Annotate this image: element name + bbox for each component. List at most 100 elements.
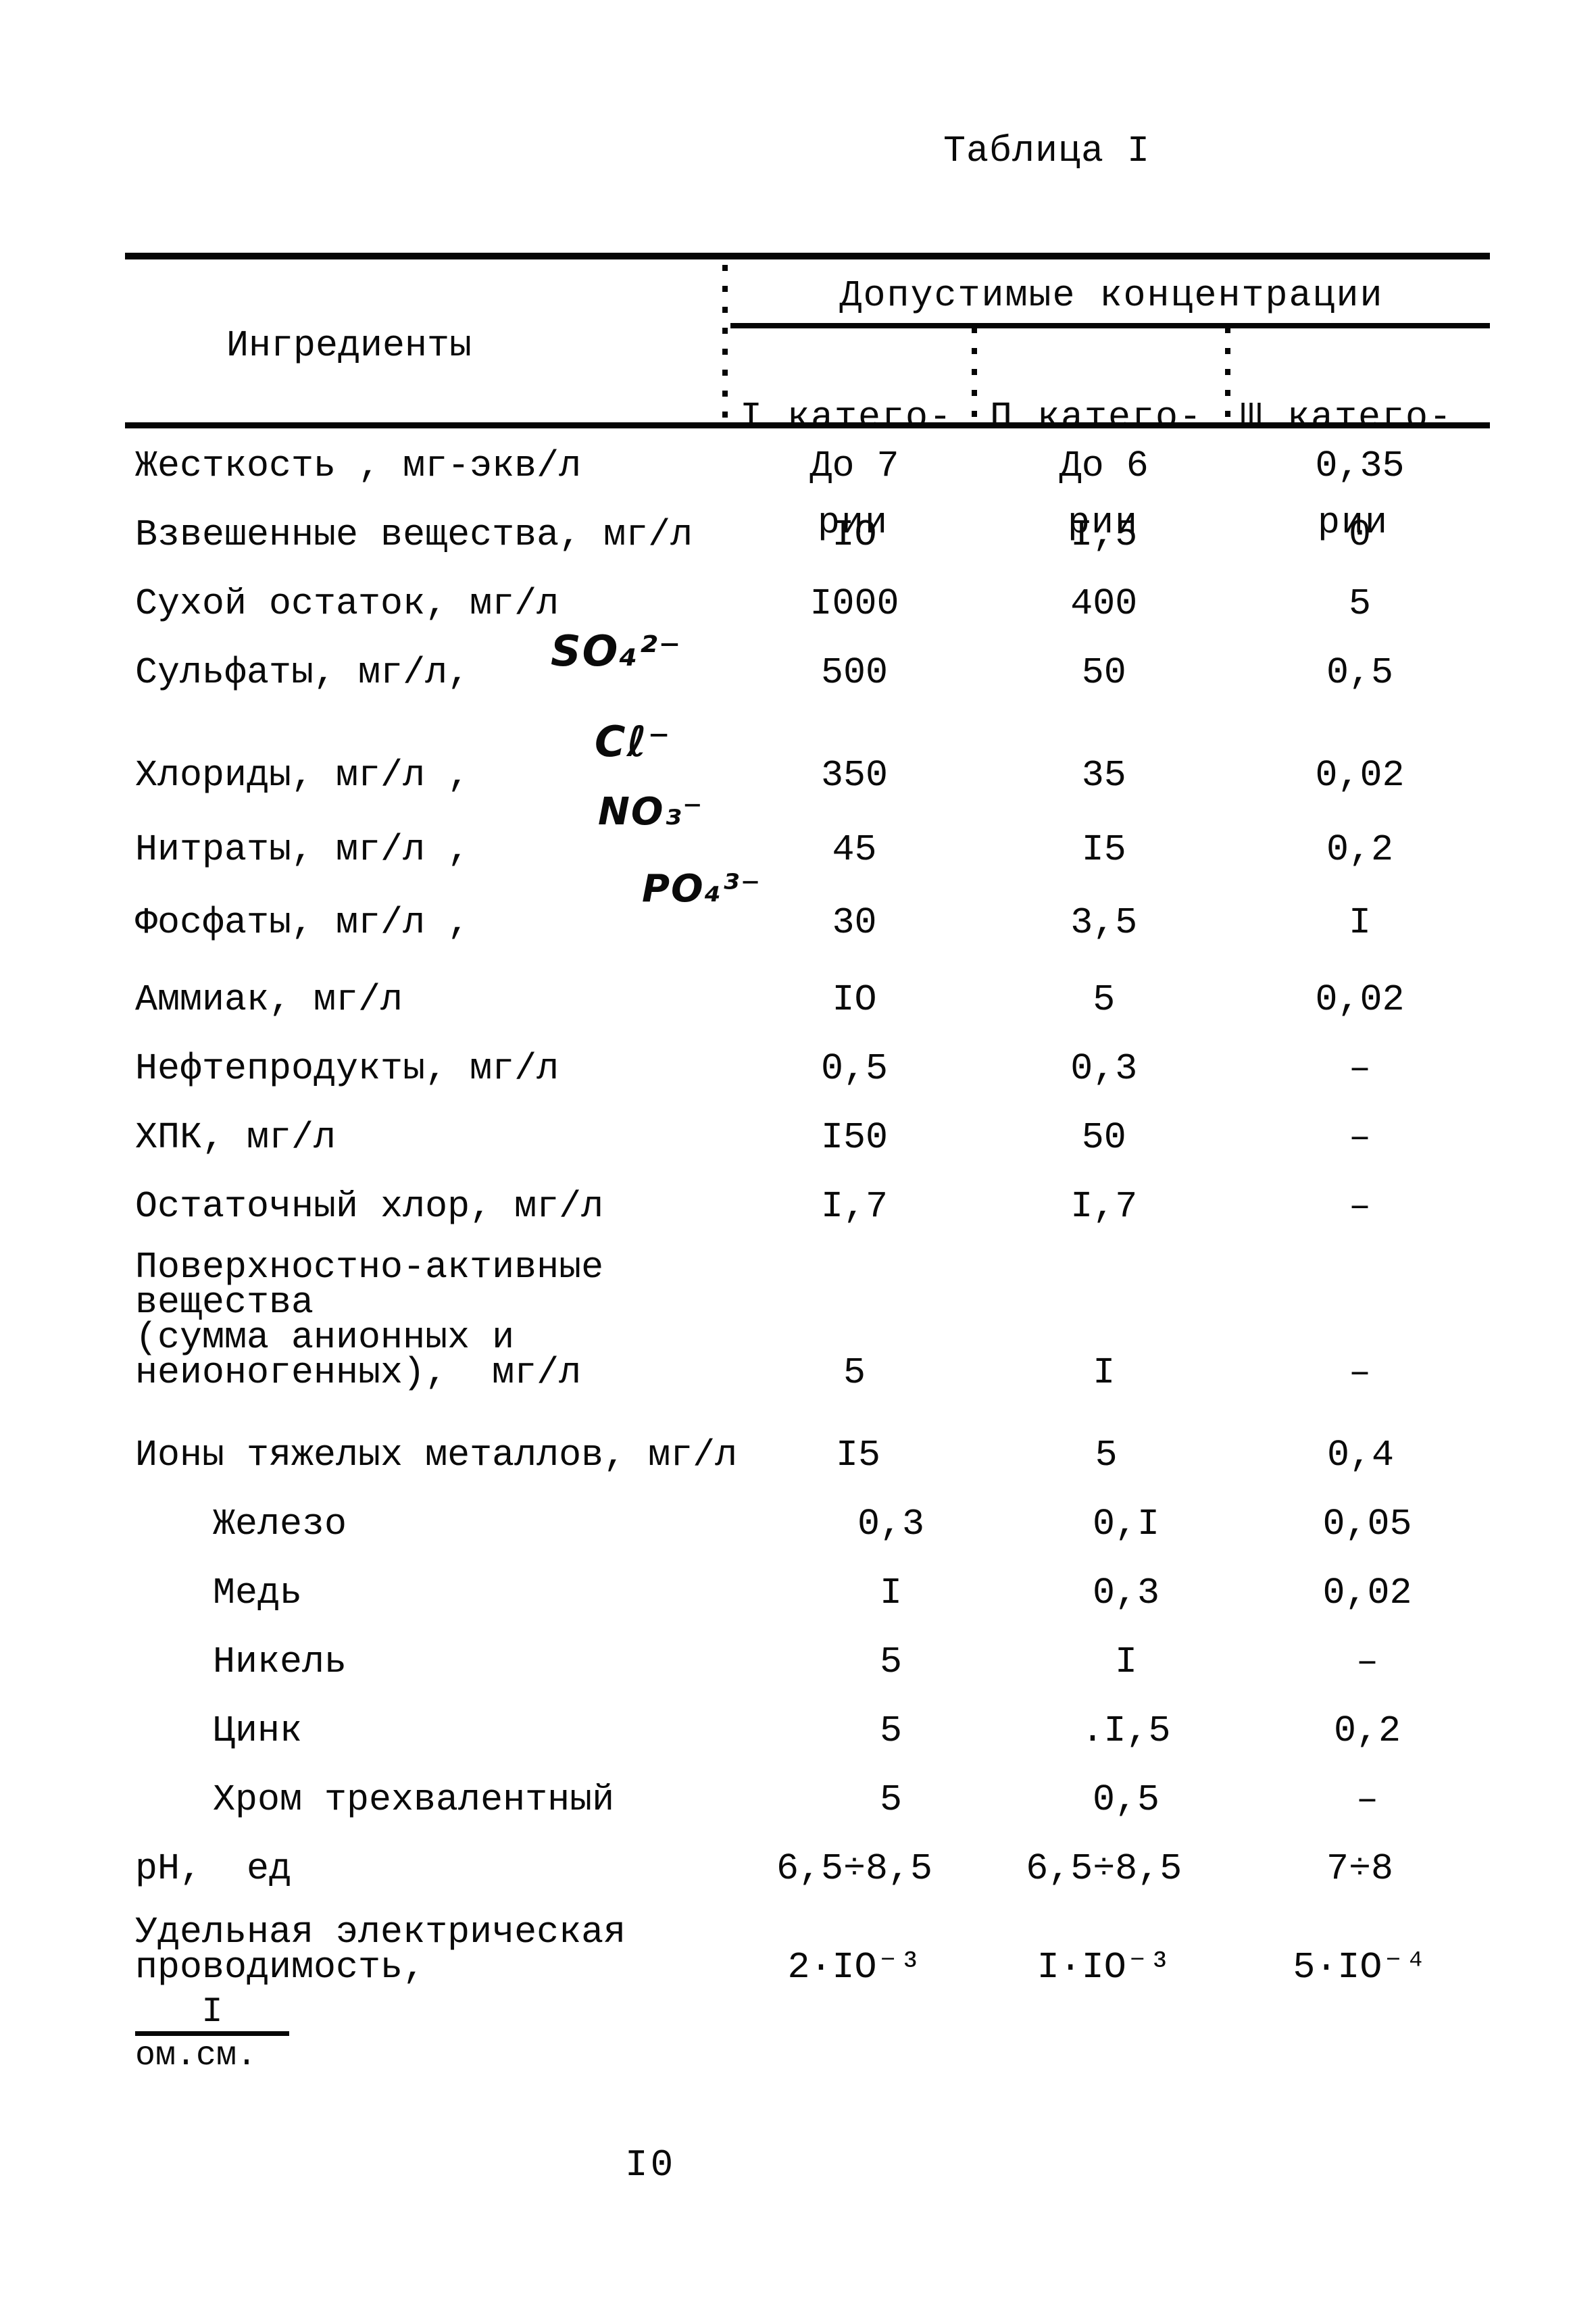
value-category-3: –	[1355, 1778, 1378, 1821]
ingredient-label: Цинк	[125, 1710, 774, 1752]
value-category-3: –	[1348, 1116, 1371, 1159]
value-category-3: 0,2	[1333, 1710, 1401, 1752]
fraction-denominator: ом.см.	[135, 2037, 257, 2075]
value-category-1: I000	[809, 582, 899, 625]
value-category-3: 0,05	[1322, 1503, 1412, 1545]
ingredient-label-line: неионогенных), мг/л	[135, 1351, 582, 1394]
value-category-1: 5	[879, 1778, 902, 1821]
value-category-3: –	[1348, 1351, 1371, 1394]
value-category-2: 3,5	[1070, 901, 1138, 944]
value-category-2: 0,I	[1093, 1503, 1160, 1545]
page-number: I0	[625, 2143, 676, 2187]
value-category-1: IO	[832, 514, 877, 556]
value-category-1: 30	[832, 901, 877, 944]
ingredient-label-line: Аммиак, мг/л	[135, 978, 403, 1021]
category-2-header-line1: П катего-	[990, 396, 1203, 439]
ingredient-label: Хром трехвалентный	[125, 1778, 774, 1821]
fraction-bar	[135, 2031, 289, 2036]
table-row: Железо 0,3 0,I 0,05	[125, 1503, 1490, 1545]
category-3-header-line2: рии	[1318, 501, 1389, 544]
value-category-1: 5	[843, 1351, 866, 1394]
value-category-1: 500	[821, 651, 889, 694]
handwritten-chemical-formula: NO₃⁻	[598, 790, 704, 834]
value-category-2: 0,5	[1093, 1778, 1160, 1821]
dotted-column-divider-2	[972, 327, 977, 428]
ingredient-label-line: Сульфаты, мг/л,	[135, 651, 470, 694]
table-row: Сухой остаток, мг/л I000 400 5	[125, 582, 1490, 625]
value-category-3: 0,4	[1327, 1434, 1395, 1476]
ingredient-label: Поверхностно-активные вещества (сумма анио…	[125, 1246, 730, 1394]
value-category-1: I50	[821, 1116, 889, 1159]
ingredient-label: Нитраты, мг/л ,	[125, 828, 730, 871]
ingredient-label-line: (сумма анионных и	[135, 1316, 515, 1359]
value-category-1: 6,5÷8,5	[776, 1847, 933, 1890]
value-category-1: 0,5	[821, 1047, 889, 1090]
ingredient-label: Хлориды, мг/л ,	[125, 754, 730, 797]
value-category-2: I·IO⁻³	[1037, 1946, 1171, 1989]
category-1-header-line2: рии	[818, 501, 889, 544]
ingredient-label-line: проводимость,	[135, 1946, 426, 1989]
handwritten-chemical-formula: Cℓ⁻	[595, 717, 672, 766]
value-category-3: 0,02	[1315, 978, 1405, 1021]
table-row: Фосфаты, мг/л , PO₄³⁻ 30 3,5 I	[125, 870, 1490, 944]
dotted-column-divider-1	[722, 265, 728, 428]
ingredient-label-line: Медь	[213, 1572, 303, 1614]
ingredient-label: рН, ед	[125, 1850, 730, 1887]
ingredient-label-line: ХПК, мг/л	[135, 1116, 336, 1159]
ingredient-label: Удельная электрическая проводимость,	[125, 1911, 730, 1989]
ingredient-label: Сухой остаток, мг/л	[125, 585, 730, 622]
category-3-header-line1: Ш катего-	[1240, 396, 1453, 439]
table-title: Таблица I	[943, 130, 1151, 172]
ingredient-label: Жесткость , мг-экв/л	[125, 447, 730, 484]
dotted-column-divider-3	[1225, 327, 1230, 428]
ingredient-label-line: Хлориды, мг/л ,	[135, 754, 470, 797]
ingredient-label-line: Хром трехвалентный	[213, 1778, 615, 1821]
table-row: Нитраты, мг/л , NO₃⁻ 45 I5 0,2	[125, 793, 1490, 871]
value-category-2: 0,3	[1093, 1572, 1160, 1614]
ingredient-label-line: Поверхностно-активные	[135, 1246, 604, 1289]
value-category-2: 6,5÷8,5	[1026, 1847, 1182, 1890]
value-category-2: .I,5	[1081, 1710, 1171, 1752]
value-category-3: –	[1355, 1641, 1378, 1683]
ingredient-label: Остаточный хлор, мг/л	[125, 1185, 730, 1228]
value-category-2: 50	[1081, 651, 1126, 694]
table-row: Ионы тяжелых металлов, мг/л I5 5 0,4	[125, 1434, 1490, 1476]
table-row: Цинк 5 .I,5 0,2	[125, 1710, 1490, 1752]
ingredient-label-line: Фосфаты, мг/л ,	[135, 901, 470, 944]
table-row: Аммиак, мг/л IO 5 0,02	[125, 978, 1490, 1021]
value-category-1: I,7	[821, 1185, 889, 1228]
value-category-3: I	[1348, 901, 1371, 944]
value-category-3: 0	[1348, 514, 1371, 556]
value-category-3: 0,02	[1315, 754, 1405, 797]
ingredient-label-line: Удельная электрическая	[135, 1911, 626, 1953]
value-category-1: 5	[879, 1710, 902, 1752]
table-header: Ингредиенты Допустимые концентрации I ка…	[125, 259, 1490, 541]
table-row: Остаточный хлор, мг/л I,7 I,7 –	[125, 1185, 1490, 1228]
value-category-1: 350	[821, 754, 889, 797]
value-category-1: 5	[879, 1641, 902, 1683]
ingredient-label-line: вещества	[135, 1281, 314, 1324]
ingredient-label-line: Нитраты, мг/л ,	[135, 828, 470, 871]
value-category-3: 0,35	[1315, 445, 1405, 487]
table-top-border	[125, 253, 1490, 259]
header-bottom-border	[125, 422, 1490, 428]
ingredient-label-line: Никель	[213, 1641, 347, 1683]
ingredient-label: Ионы тяжелых металлов, мг/л	[125, 1437, 737, 1474]
ingredient-label-line: Цинк	[213, 1710, 303, 1752]
ingredient-label: Железо	[125, 1505, 774, 1543]
value-category-2: 35	[1081, 754, 1126, 797]
value-category-1: I5	[836, 1434, 881, 1476]
value-category-3: –	[1348, 1185, 1371, 1228]
category-1-header: I катего- рии	[740, 330, 953, 611]
ingredient-label-line: Остаточный хлор, мг/л	[135, 1185, 604, 1228]
table-row: Никель 5 I –	[125, 1641, 1490, 1683]
table-row: Взвешенные вещества, мг/л IO I,5 0	[125, 514, 1490, 556]
ingredient-label: Аммиак, мг/л	[125, 978, 730, 1021]
value-category-3: 0,02	[1322, 1572, 1412, 1614]
value-category-2: 5	[1095, 1434, 1118, 1476]
value-category-2: I5	[1081, 828, 1126, 871]
fraction-numerator: I	[201, 1992, 223, 2032]
